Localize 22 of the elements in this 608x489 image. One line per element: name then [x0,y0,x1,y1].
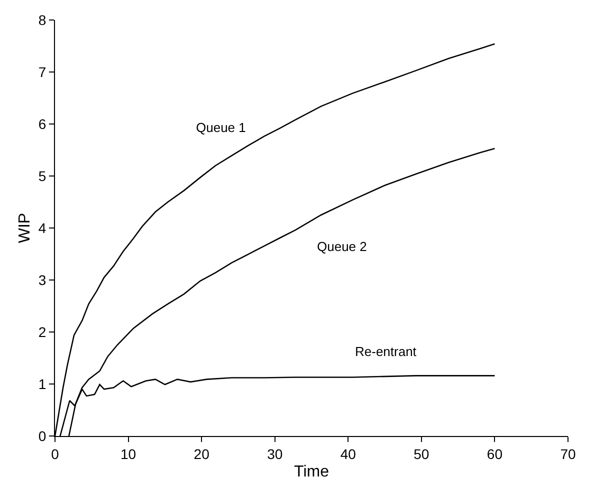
y-axis-title: WIP [16,212,34,244]
x-tick-label: 70 [560,446,576,462]
y-tick-label: 7 [38,64,46,80]
y-tick-label: 0 [38,428,46,444]
x-tick-label: 10 [120,446,136,462]
x-tick-label: 60 [486,446,503,462]
y-tick-label: 5 [38,168,46,184]
y-tick-label: 6 [38,116,46,132]
series-label: Re-entrant [355,344,417,359]
series-label: Queue 2 [317,239,367,254]
x-tick-label: 30 [267,446,283,462]
x-tick-label: 0 [51,446,60,462]
y-tick-label: 2 [38,324,46,340]
y-tick-label: 1 [38,376,46,392]
y-tick-label: 3 [38,272,46,288]
x-axis-title: Time [294,464,330,480]
x-tick-label: 50 [414,446,430,462]
x-tick-label: 20 [194,446,210,462]
x-tick-label: 40 [340,446,356,462]
y-tick-label: 4 [38,220,46,236]
y-tick-label: 8 [38,12,46,28]
series-label: Queue 1 [196,120,246,135]
